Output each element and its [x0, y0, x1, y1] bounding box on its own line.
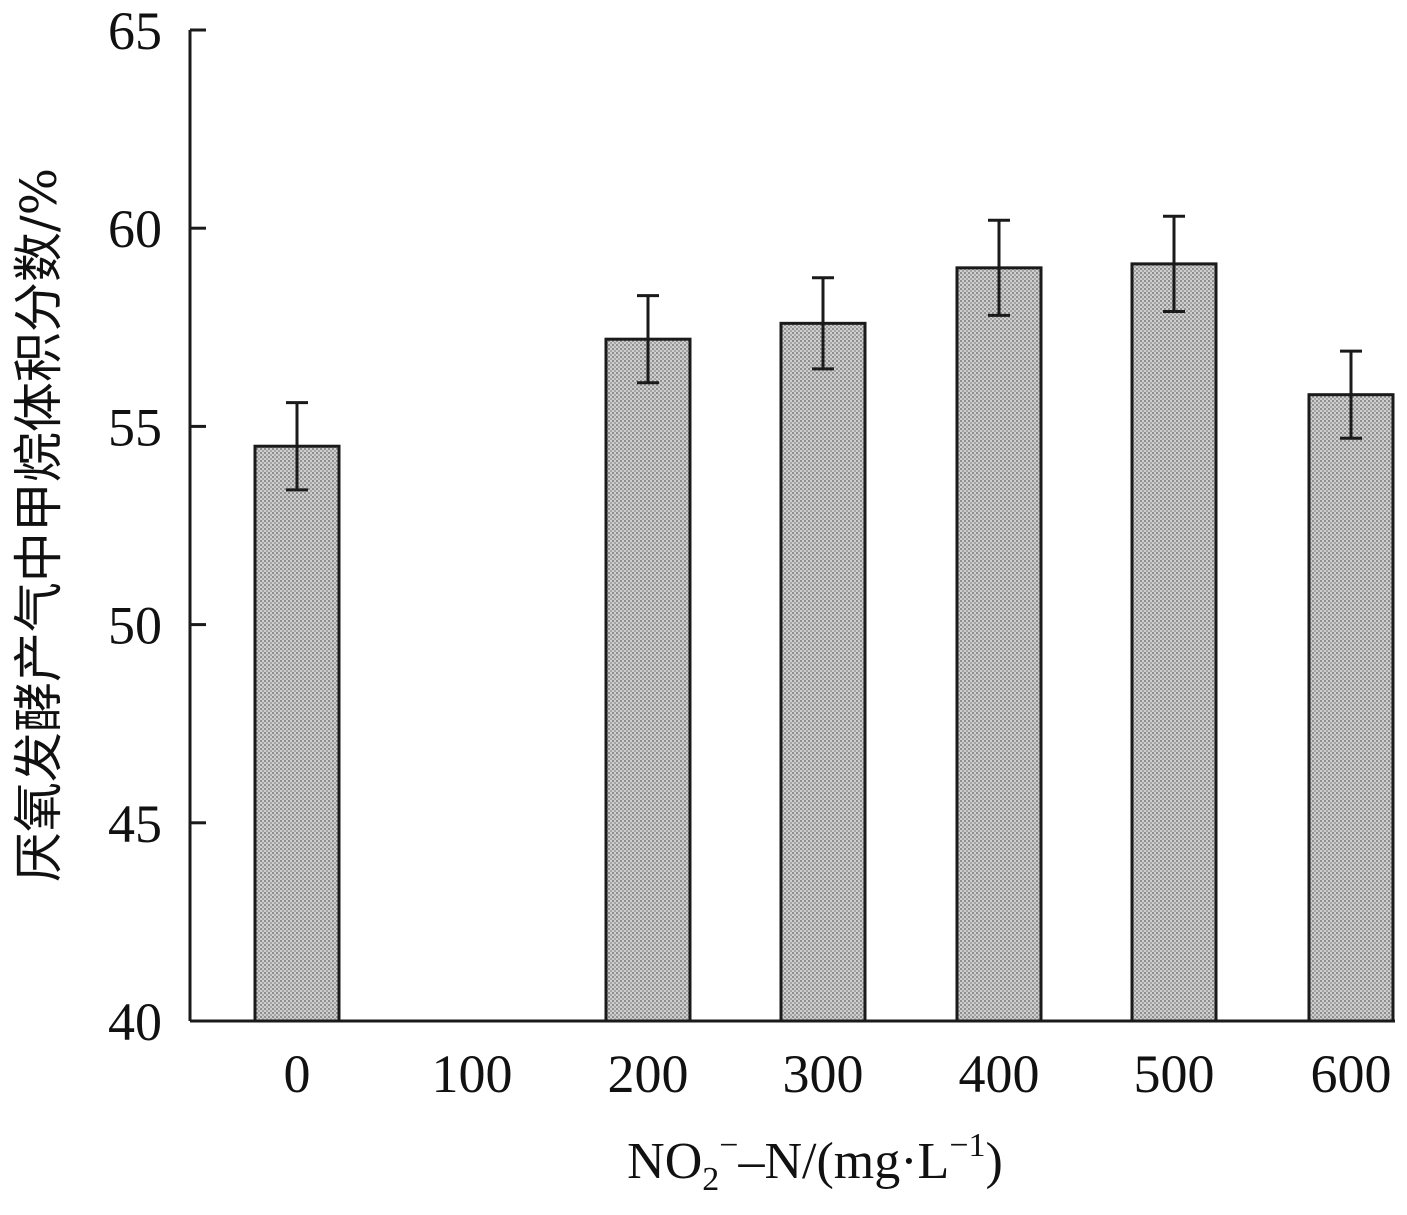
- bar-300: [779, 321, 867, 1023]
- y-tick-label-65: 65: [108, 1, 162, 61]
- x-tick-label-100: 100: [432, 1044, 513, 1104]
- x-tick-label-0: 0: [284, 1044, 311, 1104]
- error-bar-400: [988, 218, 1010, 317]
- y-tick-label-55: 55: [108, 397, 162, 457]
- bar-600: [1307, 393, 1395, 1023]
- error-bar-600: [1340, 349, 1362, 440]
- x-axis-label-sub: 2: [702, 1161, 719, 1198]
- y-tick-label-40: 40: [108, 992, 162, 1052]
- x-axis-label: NO2−–N/(mg·L−1): [627, 1127, 1003, 1198]
- bar-0: [253, 444, 341, 1023]
- bars-group: [253, 262, 1395, 1023]
- y-tick-label-50: 50: [108, 596, 162, 656]
- bar-400: [955, 266, 1043, 1023]
- y-tick-label-45: 45: [108, 794, 162, 854]
- x-axis-label-prefix: NO: [627, 1133, 702, 1190]
- y-tick-label-60: 60: [108, 199, 162, 259]
- bar-200: [604, 337, 692, 1023]
- y-ticks-group: 40 45 50 55 60 65: [108, 1, 206, 1052]
- x-tick-label-200: 200: [608, 1044, 689, 1104]
- error-bars-group: [286, 214, 1362, 492]
- x-ticks-group: 0 100 200 300 400 500 600: [284, 1044, 1392, 1104]
- x-axis-label-sup: −: [719, 1127, 738, 1164]
- x-tick-label-300: 300: [783, 1044, 864, 1104]
- error-bar-300: [812, 276, 834, 371]
- x-axis-label-middle: –N/(mg·L: [737, 1133, 949, 1190]
- x-tick-label-600: 600: [1311, 1044, 1392, 1104]
- bar-500: [1130, 262, 1218, 1023]
- x-tick-label-400: 400: [959, 1044, 1040, 1104]
- x-tick-label-500: 500: [1134, 1044, 1215, 1104]
- error-bar-0: [286, 401, 308, 492]
- error-bar-500: [1163, 214, 1185, 313]
- error-bar-200: [637, 294, 659, 385]
- x-axis-label-suffix: ): [986, 1133, 1003, 1190]
- y-axis-label: 厌氧发酵产气中甲烷体积分数/%: [10, 168, 68, 882]
- x-axis-label-unit-sup: −1: [949, 1127, 985, 1164]
